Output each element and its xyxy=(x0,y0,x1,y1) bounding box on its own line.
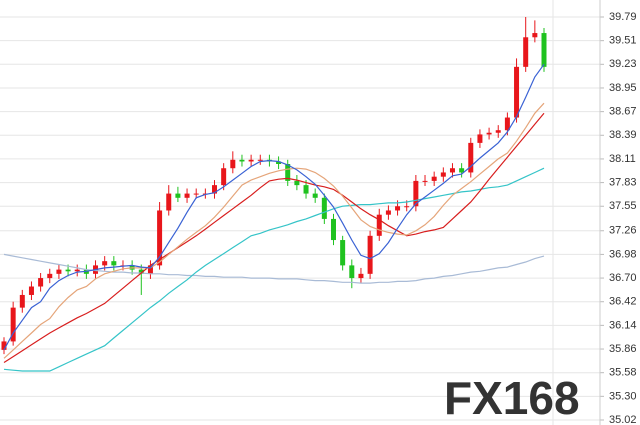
candle-body xyxy=(376,214,382,236)
y-tick-label: 35.02 xyxy=(609,414,637,425)
candle-body xyxy=(413,180,419,207)
candle-body xyxy=(19,294,25,308)
moving-average-line xyxy=(3,63,545,351)
y-tick-label: 39.51 xyxy=(609,35,637,47)
candle-body xyxy=(221,168,227,186)
moving-average-line xyxy=(3,102,545,359)
candle-body xyxy=(184,193,190,198)
watermark: FX168 xyxy=(444,372,580,424)
candle-body xyxy=(175,193,181,198)
candle-body xyxy=(440,172,446,177)
y-tick-label: 38.67 xyxy=(609,106,637,118)
candle-body xyxy=(47,273,53,279)
candle-body xyxy=(65,269,71,272)
y-tick-label: 35.86 xyxy=(609,343,637,355)
candle-body xyxy=(385,210,391,215)
y-tick-label: 35.58 xyxy=(609,367,637,379)
candle-body xyxy=(340,240,346,266)
candle-body xyxy=(514,66,520,118)
candle-body xyxy=(212,185,218,194)
candle-body xyxy=(1,341,7,350)
y-tick-label: 35.30 xyxy=(609,390,637,402)
candle-body xyxy=(459,168,465,173)
y-tick-label: 37.26 xyxy=(609,225,637,237)
y-tick-label: 38.11 xyxy=(609,153,636,165)
candle-body xyxy=(303,185,309,194)
moving-average-line xyxy=(3,167,545,372)
candle-body xyxy=(230,159,236,169)
candle-body xyxy=(147,265,153,274)
y-tick-label: 39.79 xyxy=(609,11,637,23)
candle-body xyxy=(486,132,492,135)
candle-body xyxy=(312,193,318,198)
candle-body xyxy=(285,164,291,181)
y-tick-label: 38.95 xyxy=(609,82,637,94)
y-tick-label: 36.14 xyxy=(609,319,637,331)
candle-body xyxy=(495,130,501,133)
candle-body xyxy=(468,142,474,173)
plot xyxy=(1,17,547,372)
candle-body xyxy=(157,210,163,266)
candle-body xyxy=(248,159,254,162)
candle-body xyxy=(404,206,410,208)
candle-body xyxy=(358,273,364,279)
candle-body xyxy=(523,37,529,67)
candle-body xyxy=(56,269,62,274)
candle-body xyxy=(38,278,44,287)
candle-body xyxy=(477,134,483,143)
y-tick-label: 36.70 xyxy=(609,272,637,284)
candle-body xyxy=(10,307,16,342)
y-tick-label: 37.55 xyxy=(609,200,637,212)
candle-body xyxy=(102,261,108,266)
candle-body xyxy=(257,159,263,161)
candle-body xyxy=(349,265,355,279)
candle-body xyxy=(166,193,172,211)
candle-body xyxy=(541,33,547,67)
y-tick-label: 38.39 xyxy=(609,129,637,141)
candle-body xyxy=(367,235,373,274)
candle-body xyxy=(321,197,327,219)
candle-body xyxy=(294,180,300,186)
candle-body xyxy=(193,193,199,195)
candle-body xyxy=(431,176,437,181)
moving-average-line xyxy=(3,112,545,364)
candle-body xyxy=(239,159,245,162)
y-tick-label: 37.83 xyxy=(609,176,637,188)
candle-body xyxy=(138,269,144,274)
candle-body xyxy=(276,161,282,165)
moving-average-line xyxy=(3,253,545,284)
candle-body xyxy=(74,269,80,272)
candle-body xyxy=(28,286,34,295)
candle-body xyxy=(532,33,538,38)
candle-body xyxy=(395,206,401,211)
candle-body xyxy=(111,261,117,266)
candle-body xyxy=(504,117,510,131)
candle-body xyxy=(449,168,455,173)
y-tick-label: 39.23 xyxy=(609,58,637,70)
candle-body xyxy=(330,218,336,241)
y-tick-label: 36.98 xyxy=(609,248,637,260)
y-tick-label: 36.42 xyxy=(609,296,637,308)
candle-body xyxy=(422,180,428,182)
